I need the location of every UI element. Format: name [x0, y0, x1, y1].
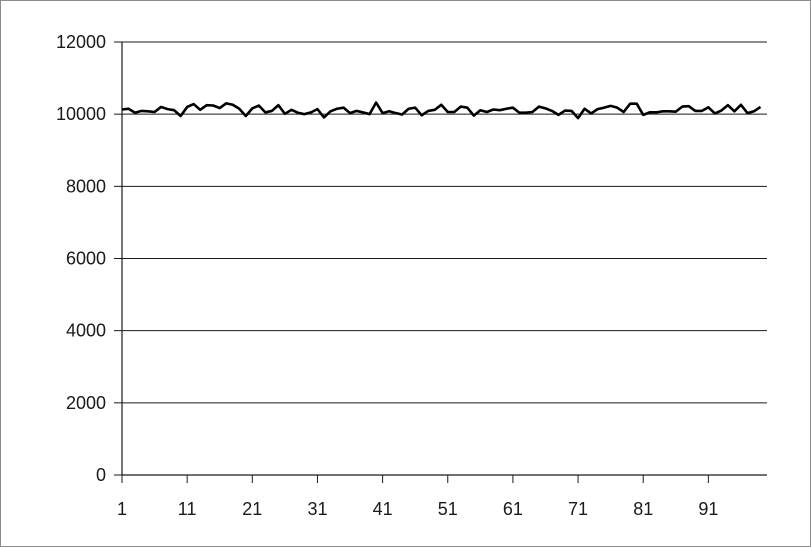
series-line — [121, 101, 762, 120]
y-tick-labels: 0 2000 4000 6000 8000 10000 12000 — [56, 32, 106, 485]
y-tick-label: 8000 — [66, 176, 106, 196]
y-tick-label: 0 — [96, 465, 106, 485]
x-tick-label: 71 — [568, 499, 588, 519]
x-tick-label: 51 — [438, 499, 458, 519]
series-group — [121, 101, 762, 120]
x-tick-label: 11 — [178, 499, 197, 519]
x-tick-label: 31 — [307, 499, 327, 519]
y-tick-label: 12000 — [56, 32, 106, 52]
y-tick-label: 6000 — [66, 249, 106, 269]
x-tick-label: 21 — [242, 499, 262, 519]
x-tick-label: 61 — [503, 499, 523, 519]
x-tick-label: 1 — [117, 499, 127, 519]
x-tick-label: 41 — [373, 499, 393, 519]
axes — [114, 41, 767, 483]
y-tick-label: 4000 — [66, 321, 106, 341]
x-tick-label: 81 — [633, 499, 653, 519]
y-tick-label: 10000 — [56, 104, 106, 124]
x-tick-label: 91 — [698, 499, 718, 519]
x-tick-labels: 1 11 21 31 41 51 61 71 81 91 — [117, 499, 718, 519]
gridlines — [122, 41, 767, 404]
y-tick-label: 2000 — [66, 393, 106, 413]
